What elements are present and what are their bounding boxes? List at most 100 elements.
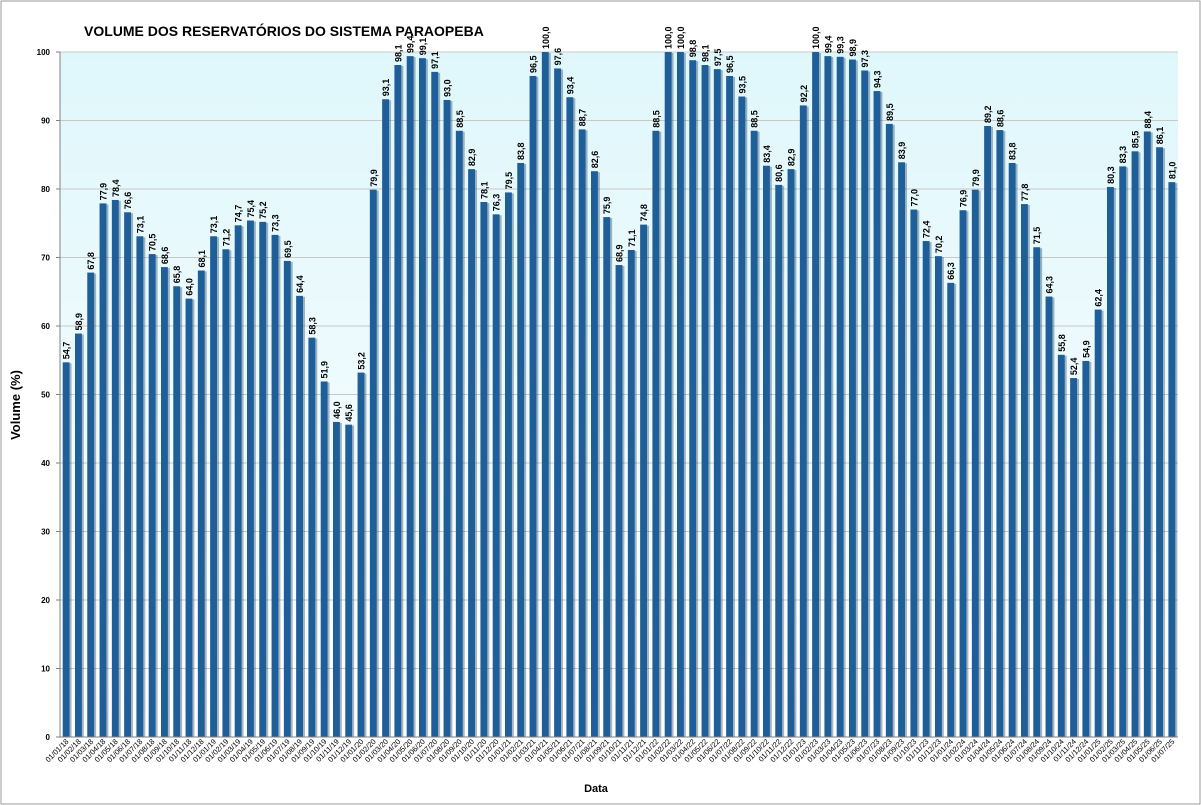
bar: [996, 130, 1004, 738]
data-label: 64,4: [295, 275, 305, 293]
y-tick-label: 60: [41, 322, 50, 331]
data-label: 62,4: [1094, 289, 1104, 307]
data-label: 100,0: [541, 26, 551, 49]
bar: [676, 52, 684, 737]
bar: [1106, 186, 1114, 737]
data-label: 93,1: [381, 79, 391, 97]
bar: [738, 96, 746, 737]
bar: [959, 210, 967, 738]
data-label: 54,9: [1081, 340, 1091, 358]
data-label: 51,9: [320, 361, 330, 379]
data-label: 83,8: [1008, 142, 1018, 160]
data-label: 82,9: [467, 149, 477, 167]
data-label: 98,8: [688, 40, 698, 58]
data-label: 80,3: [1106, 166, 1116, 184]
bar: [775, 184, 783, 737]
bar-series: [62, 52, 1178, 738]
data-label: 100,0: [664, 26, 674, 49]
bar: [1082, 360, 1090, 737]
data-label: 72,4: [922, 221, 932, 239]
bar: [246, 220, 254, 737]
y-axis-ticks: 0 10 20 30 40 50 60 70 80 90 100: [37, 48, 60, 742]
bar: [99, 203, 107, 737]
data-label: 82,6: [590, 151, 600, 169]
bar: [947, 282, 955, 737]
data-label: 88,5: [455, 110, 465, 128]
bar: [185, 298, 193, 737]
bar: [124, 212, 132, 738]
data-label: 73,1: [209, 216, 219, 234]
bar: [296, 295, 304, 737]
data-label: 75,9: [602, 197, 612, 215]
data-label: 81,0: [1167, 162, 1177, 180]
bar: [111, 199, 119, 737]
bar: [443, 99, 451, 737]
data-label: 77,8: [1020, 184, 1030, 202]
bar: [701, 65, 709, 737]
bar: [554, 68, 562, 737]
data-label: 83,3: [1118, 146, 1128, 164]
bar: [210, 236, 218, 737]
bar: [504, 192, 512, 738]
data-label: 79,9: [971, 169, 981, 187]
bar: [590, 171, 598, 737]
y-tick-label: 20: [41, 596, 50, 605]
data-label: 83,4: [762, 145, 772, 163]
data-label: 89,5: [885, 103, 895, 121]
data-label: 74,7: [234, 205, 244, 223]
data-label: 83,9: [897, 142, 907, 160]
bar: [664, 52, 672, 737]
data-label: 99,3: [836, 36, 846, 54]
data-label: 99,4: [823, 36, 833, 54]
data-label: 52,4: [1069, 358, 1079, 376]
bar: [1020, 204, 1028, 737]
bar: [873, 91, 881, 738]
data-label: 98,9: [848, 39, 858, 57]
y-tick-label: 100: [37, 48, 51, 57]
data-label: 97,5: [713, 49, 723, 67]
data-label: 67,8: [86, 252, 96, 270]
bar: [222, 249, 230, 737]
y-tick-label: 70: [41, 254, 50, 263]
data-label: 88,4: [1143, 111, 1153, 129]
bar: [615, 265, 623, 737]
bar: [1057, 354, 1065, 737]
data-label: 73,3: [271, 214, 281, 232]
data-label: 92,2: [799, 85, 809, 103]
data-label: 93,4: [565, 77, 575, 95]
bar: [492, 214, 500, 738]
bar: [898, 162, 906, 737]
data-label: 70,2: [934, 236, 944, 254]
data-label: 68,6: [160, 247, 170, 265]
y-tick-label: 50: [41, 391, 50, 400]
chart-title: VOLUME DOS RESERVATÓRIOS DO SISTEMA PARA…: [84, 22, 484, 39]
data-label: 69,5: [283, 240, 293, 258]
bar: [627, 249, 635, 737]
data-label: 76,9: [959, 190, 969, 208]
bar: [357, 372, 365, 737]
bar: [541, 52, 549, 737]
axes: [59, 52, 1178, 738]
y-tick-label: 40: [41, 459, 50, 468]
bar: [799, 105, 807, 738]
data-label: 96,5: [529, 55, 539, 73]
bar: [431, 71, 439, 738]
bar: [566, 97, 574, 737]
data-label: 78,1: [479, 181, 489, 199]
data-label: 66,3: [946, 262, 956, 280]
data-label: 97,1: [430, 51, 440, 69]
bar: [136, 236, 144, 737]
data-labels: 54,758,967,877,9 78,476,673,170,568,665,8…: [62, 26, 1178, 421]
data-label: 58,9: [74, 313, 84, 331]
data-label: 79,9: [369, 169, 379, 187]
data-label: 70,5: [148, 234, 158, 252]
data-label: 64,0: [185, 278, 195, 296]
bar: [1008, 162, 1016, 738]
bar: [824, 56, 832, 738]
bar: [332, 421, 340, 737]
bar: [603, 217, 611, 737]
bar: [750, 130, 758, 737]
bar: [234, 225, 242, 737]
data-label: 98,1: [393, 44, 403, 62]
